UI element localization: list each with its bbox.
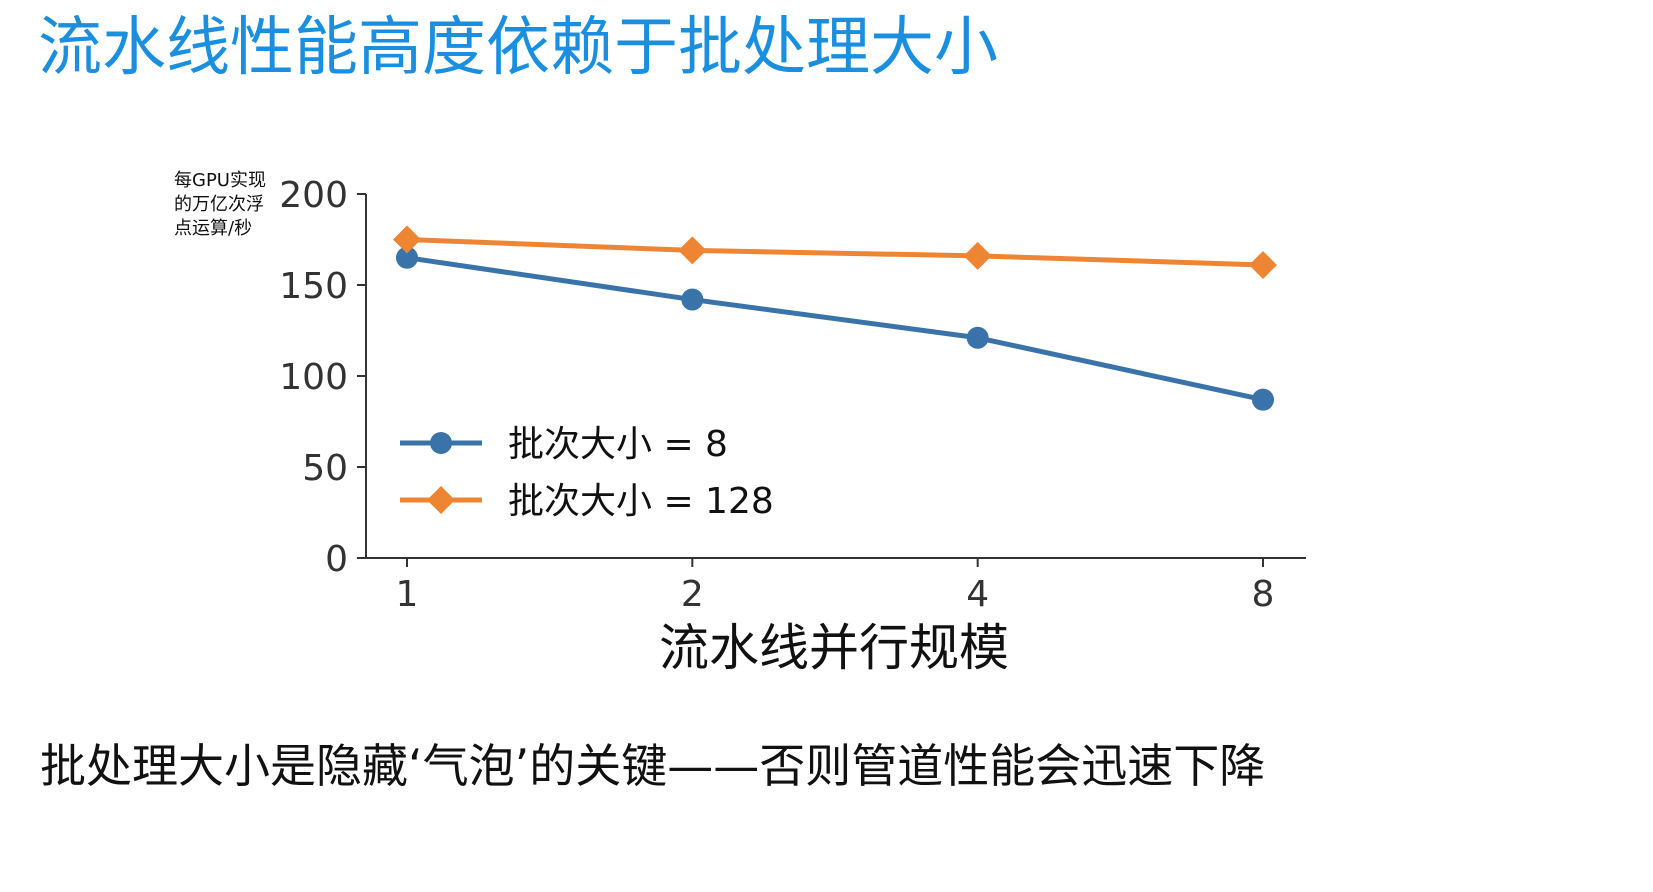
legend-label: 批次大小 = 128 [508, 481, 774, 522]
data-point-diamond [678, 236, 707, 265]
legend-marker-circle [430, 432, 452, 454]
x-tick-label: 8 [1252, 574, 1275, 615]
series-line [406, 237, 1264, 268]
data-point-diamond [963, 241, 992, 270]
x-tick-label: 2 [681, 574, 704, 615]
legend-label: 批次大小 = 8 [508, 424, 728, 465]
legend: 批次大小 = 8 批次大小 = 128 [400, 424, 774, 522]
data-point-circle [681, 288, 704, 311]
x-tick-label: 4 [966, 574, 989, 615]
x-axis-title: 流水线并行规模 [659, 619, 1009, 677]
slide-title: 流水线性能高度依赖于批处理大小 [38, 11, 998, 85]
axes-layer: 0 50 100 150 200 1 2 4 8 [279, 175, 1306, 615]
series-layer [393, 225, 1277, 411]
data-point-circle [1252, 388, 1274, 411]
series-1 [396, 246, 1274, 411]
y-tick-label: 100 [279, 357, 348, 398]
legend-entry: 批次大小 = 8 [400, 424, 728, 465]
legend-entry: 批次大小 = 128 [400, 481, 774, 522]
y-axis-label: 每GPU实现 的万亿次浮 点运算/秒 [174, 169, 266, 241]
y-tick-label: 200 [279, 175, 348, 216]
series-2 [393, 225, 1277, 279]
data-point-diamond [393, 225, 421, 254]
data-point-circle [966, 326, 989, 349]
data-point-diamond [1249, 250, 1277, 279]
y-tick-label: 50 [302, 448, 348, 489]
y-tick-label: 0 [325, 539, 348, 580]
y-axis-label-line-2: 的万亿次浮 [174, 194, 264, 215]
data-point-circle [396, 246, 418, 269]
slide-caption: 批处理大小是隐藏‘气泡’的关键——否则管道性能会迅速下降 [40, 739, 1266, 793]
legend-marker-diamond [427, 486, 455, 514]
series-line [406, 255, 1264, 403]
y-tick-label: 150 [279, 266, 348, 307]
y-axis-label-line-3: 点运算/秒 [174, 218, 253, 239]
y-axis-label-line-1: 每GPU实现 [174, 170, 266, 191]
x-tick-label: 1 [396, 574, 419, 615]
